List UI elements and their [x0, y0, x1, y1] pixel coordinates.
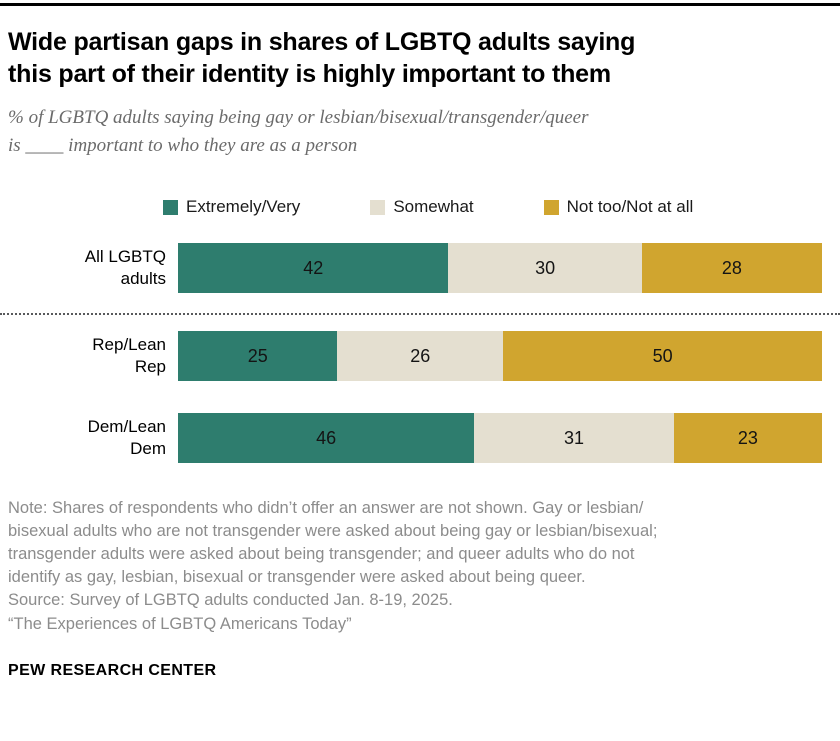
chart-title: Wide partisan gaps in shares of LGBTQ ad…: [8, 28, 636, 88]
legend-item: Not too/Not at all: [543, 197, 694, 217]
bar-value-label: 28: [721, 257, 742, 278]
bar-segment: 42: [178, 243, 449, 294]
chart-header: Wide partisan gaps in shares of LGBTQ ad…: [8, 26, 822, 159]
bar-value-label: 30: [535, 257, 556, 278]
legend-item: Somewhat: [370, 197, 474, 217]
bar-segment: 31: [474, 413, 674, 464]
stacked-bar: 42 30 28: [178, 243, 822, 294]
bar-segment: 26: [337, 331, 504, 382]
legend-swatch-icon: [543, 199, 559, 215]
legend-item: Extremely/Very: [163, 197, 300, 217]
note-text: Note: Shares of respondents who didn’t o…: [8, 499, 658, 587]
source-text: Source: Survey of LGBTQ adults conducted…: [8, 591, 453, 610]
legend-swatch-icon: [163, 199, 178, 215]
row-label: All LGBTQ adults: [84, 247, 166, 289]
bar-value-label: 23: [737, 427, 758, 448]
legend: Extremely/Very Somewhat Not too/Not at all: [163, 197, 822, 217]
bar-value-label: 42: [303, 257, 324, 278]
legend-label: Extremely/Very: [186, 197, 301, 217]
bar-value-label: 50: [652, 345, 673, 366]
bar-segment: 46: [178, 413, 475, 464]
legend-label: Somewhat: [393, 197, 474, 217]
bar-segment: 28: [641, 243, 822, 294]
page: Wide partisan gaps in shares of LGBTQ ad…: [0, 26, 840, 680]
bar-segment: 25: [178, 331, 338, 382]
bar-segment: 30: [448, 243, 642, 294]
dotted-divider: [0, 313, 840, 316]
report-title-text: “The Experiences of LGBTQ Americans Toda…: [8, 614, 352, 633]
bar-value-label: 25: [247, 345, 268, 366]
bar-value-label: 26: [410, 345, 431, 366]
bar-value-label: 46: [316, 427, 337, 448]
stacked-bar-chart: All LGBTQ adults 42 30 28 Rep/Lean Rep 25 26 50…: [0, 243, 840, 464]
stacked-bar: 46 31 23: [178, 413, 822, 464]
chart-subtitle: % of LGBTQ adults saying being gay or le…: [8, 107, 589, 156]
bar-row: All LGBTQ adults 42 30 28: [8, 243, 822, 294]
footer-brand: PEW RESEARCH CENTER: [8, 661, 217, 679]
stacked-bar: 25 26 50: [178, 331, 822, 382]
legend-swatch-icon: [370, 199, 386, 215]
bar-row: Dem/Lean Dem 46 31 23: [8, 413, 822, 464]
row-label: Dem/Lean Dem: [87, 417, 166, 459]
bar-segment: 23: [673, 413, 822, 464]
bar-row: Rep/Lean Rep 25 26 50: [8, 331, 822, 382]
notes: Note: Shares of respondents who didn’t o…: [8, 497, 822, 636]
bar-segment: 50: [503, 331, 822, 382]
legend-label: Not too/Not at all: [566, 197, 694, 217]
top-rule: [0, 3, 840, 6]
bar-value-label: 31: [564, 427, 585, 448]
row-label: Rep/Lean Rep: [92, 335, 166, 377]
